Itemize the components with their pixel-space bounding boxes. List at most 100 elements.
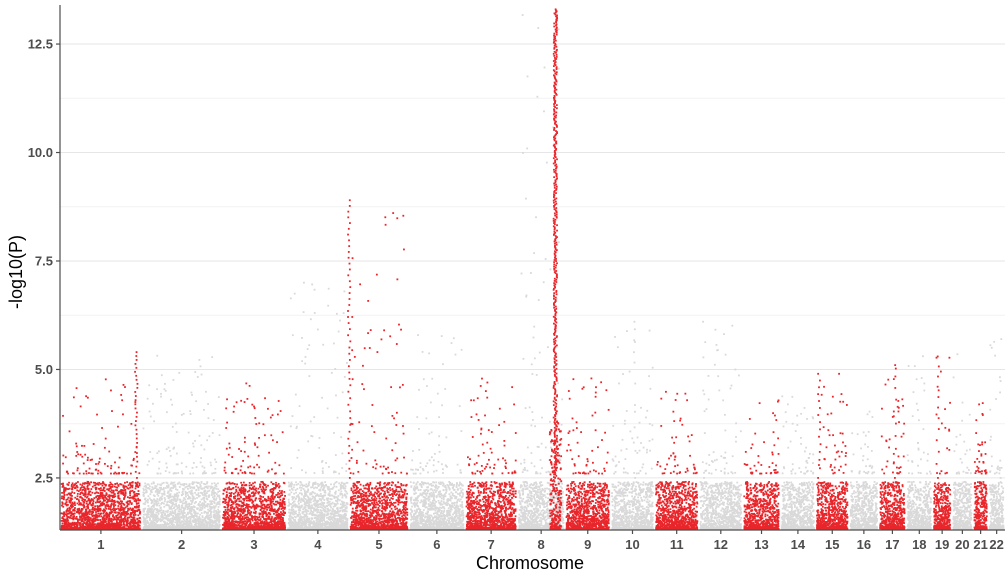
manhattan-point	[211, 472, 214, 475]
manhattan-point	[278, 489, 281, 492]
manhattan-point	[153, 502, 156, 505]
manhattan-point	[146, 498, 149, 501]
manhattan-point	[189, 499, 192, 502]
manhattan-point	[172, 447, 175, 450]
manhattan-point	[132, 525, 134, 527]
manhattan-point	[249, 523, 251, 525]
manhattan-point	[262, 507, 265, 510]
manhattan-point	[117, 494, 120, 497]
manhattan-point	[214, 471, 217, 474]
manhattan-point	[96, 506, 99, 509]
manhattan-point	[253, 442, 256, 445]
manhattan-point	[154, 526, 157, 529]
manhattan-point	[91, 506, 94, 509]
manhattan-point	[152, 510, 155, 513]
manhattan-point	[215, 483, 217, 486]
manhattan-point	[160, 392, 162, 395]
manhattan-point	[192, 445, 195, 448]
manhattan-point	[210, 519, 213, 522]
manhattan-point	[124, 528, 126, 530]
manhattan-point	[130, 503, 133, 505]
manhattan-point	[91, 522, 94, 525]
manhattan-point	[232, 486, 235, 489]
manhattan-point	[61, 495, 63, 498]
manhattan-point	[178, 371, 181, 374]
manhattan-point	[218, 490, 221, 493]
manhattan-point	[219, 498, 221, 501]
manhattan-point	[279, 410, 282, 412]
manhattan-point	[271, 525, 274, 528]
manhattan-point	[252, 503, 255, 506]
manhattan-point	[238, 448, 240, 450]
manhattan-point	[168, 513, 171, 516]
manhattan-point	[241, 471, 244, 474]
manhattan-point	[126, 487, 129, 490]
manhattan-point	[188, 503, 191, 506]
manhattan-point	[258, 491, 261, 493]
manhattan-point	[280, 503, 283, 506]
manhattan-point	[269, 507, 272, 510]
manhattan-point	[253, 485, 256, 488]
manhattan-point	[85, 510, 87, 513]
manhattan-point	[170, 502, 173, 504]
manhattan-point	[190, 525, 192, 528]
manhattan-point	[198, 525, 201, 528]
manhattan-point	[76, 524, 79, 527]
manhattan-point	[180, 494, 183, 497]
manhattan-point	[187, 507, 190, 510]
manhattan-point	[99, 497, 101, 500]
manhattan-point	[115, 523, 118, 525]
manhattan-point	[273, 512, 275, 515]
manhattan-point	[265, 486, 268, 488]
manhattan-point	[94, 484, 97, 487]
manhattan-point	[138, 517, 141, 520]
manhattan-point	[197, 493, 200, 496]
data-points	[60, 8, 1005, 531]
manhattan-point	[81, 484, 84, 487]
manhattan-point	[102, 499, 105, 502]
manhattan-point	[129, 523, 131, 526]
manhattan-point	[257, 487, 260, 490]
manhattan-point	[109, 487, 112, 490]
manhattan-point	[277, 508, 279, 511]
manhattan-point	[253, 472, 256, 475]
manhattan-point	[84, 519, 86, 522]
manhattan-point	[217, 495, 220, 498]
manhattan-point	[184, 486, 187, 489]
manhattan-point	[85, 500, 88, 503]
manhattan-point	[69, 526, 72, 529]
manhattan-point	[235, 401, 238, 404]
manhattan-point	[126, 513, 128, 516]
manhattan-point	[148, 488, 151, 490]
manhattan-point	[258, 515, 261, 518]
manhattan-point	[134, 401, 137, 403]
manhattan-point	[209, 526, 212, 529]
manhattan-point	[236, 497, 239, 500]
manhattan-point	[208, 435, 211, 438]
manhattan-point	[129, 500, 131, 503]
manhattan-point	[266, 503, 269, 506]
manhattan-point	[139, 521, 142, 524]
manhattan-point	[222, 500, 225, 503]
manhattan-point	[116, 521, 118, 523]
manhattan-point	[129, 494, 131, 497]
manhattan-point	[241, 512, 244, 515]
manhattan-point	[114, 511, 117, 514]
manhattan-point	[189, 485, 191, 488]
manhattan-point	[152, 515, 154, 518]
manhattan-point	[187, 431, 190, 434]
manhattan-point	[215, 487, 218, 490]
manhattan-point	[217, 525, 220, 528]
manhattan-point	[231, 522, 234, 525]
manhattan-point	[268, 451, 270, 454]
manhattan-point	[250, 492, 253, 495]
manhattan-point	[66, 471, 68, 473]
manhattan-point	[73, 509, 76, 512]
manhattan-point	[185, 465, 188, 468]
manhattan-point	[248, 489, 251, 492]
manhattan-point	[180, 462, 183, 465]
manhattan-point	[112, 489, 115, 492]
manhattan-point	[79, 515, 81, 518]
manhattan-point	[195, 507, 198, 510]
manhattan-point	[241, 515, 244, 518]
